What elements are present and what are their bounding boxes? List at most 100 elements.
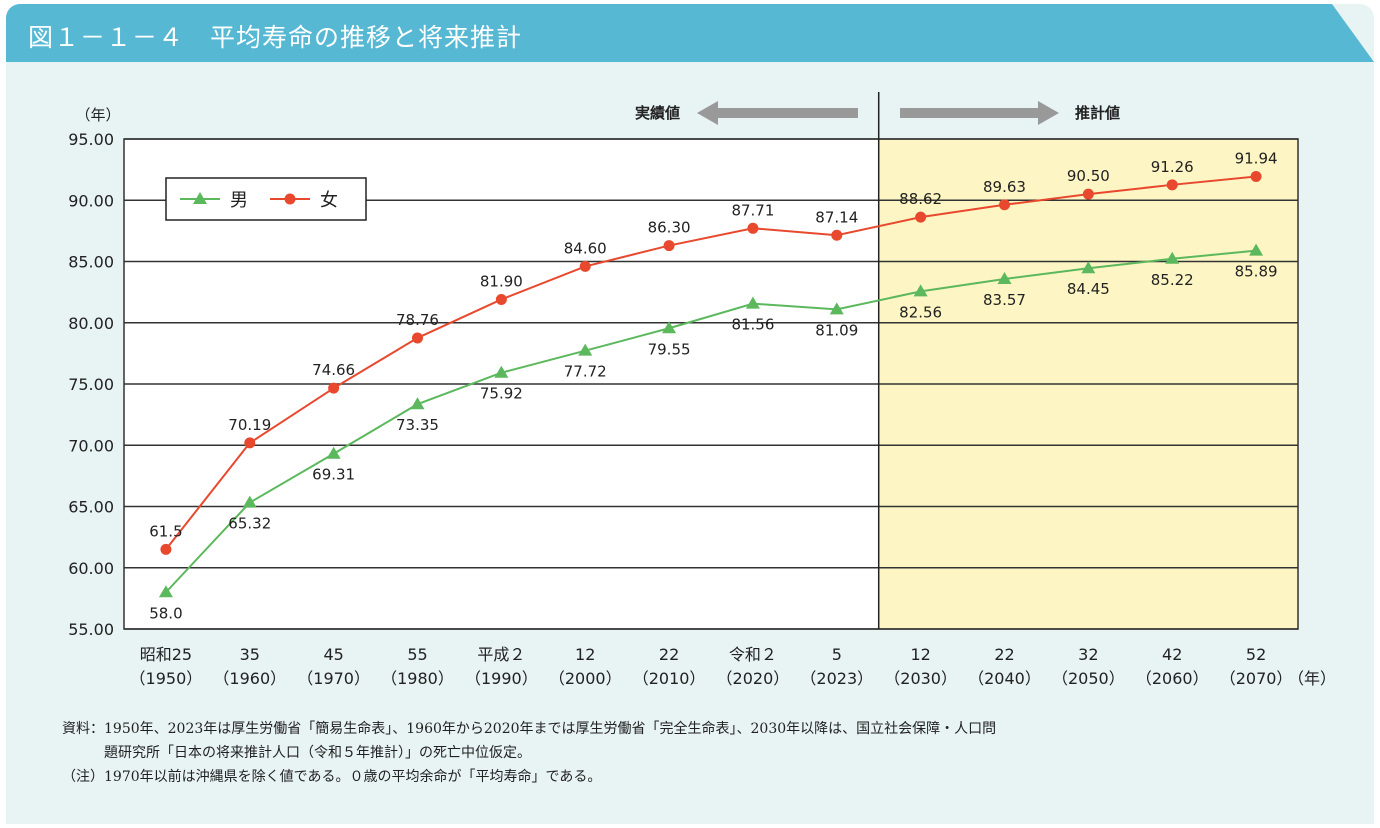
data-point-female xyxy=(1166,179,1178,191)
data-point-female xyxy=(663,240,675,252)
data-label: 89.63 xyxy=(983,178,1026,196)
x-tick-label: 令和２ xyxy=(729,645,777,664)
y-tick-label: 90.00 xyxy=(68,191,114,210)
series-line-男 xyxy=(165,249,1257,593)
data-label: 85.22 xyxy=(1151,271,1194,289)
data-label: 91.26 xyxy=(1151,158,1194,176)
data-label: 82.56 xyxy=(899,303,942,321)
projected-label: 推計値 xyxy=(1075,104,1120,122)
data-label: 90.50 xyxy=(1067,167,1110,185)
data-point-male xyxy=(410,397,425,410)
x-tick-label: 平成２ xyxy=(477,645,525,664)
data-label: 83.57 xyxy=(983,291,1026,309)
data-label: 70.19 xyxy=(228,416,271,434)
data-point-female xyxy=(915,211,927,223)
right-arrow-icon xyxy=(900,101,1059,125)
data-label: 84.60 xyxy=(564,239,607,257)
data-point-female xyxy=(1250,170,1262,182)
legend-triangle-icon xyxy=(193,192,207,204)
x-tick-label: （2010） xyxy=(633,669,706,688)
data-point-female xyxy=(747,222,759,234)
data-label: 91.94 xyxy=(1235,149,1278,167)
y-tick-label: 80.00 xyxy=(68,314,114,333)
plot-border xyxy=(123,138,1299,630)
data-point-male xyxy=(326,446,341,459)
data-point-male xyxy=(1165,251,1180,264)
x-tick-label: （2050） xyxy=(1052,669,1125,688)
data-label: 79.55 xyxy=(648,340,691,358)
x-tick-label: （2070） xyxy=(1220,669,1293,688)
x-tick-label: （2040） xyxy=(968,669,1041,688)
data-label: 74.66 xyxy=(312,361,355,379)
x-tick-label: 55 xyxy=(407,645,427,664)
source-note-1: 資料：1950年、2023年は厚生労働省「簡易生命表」、1960年から2020年… xyxy=(62,721,997,737)
x-tick-label: 22 xyxy=(994,645,1014,664)
data-label: 87.14 xyxy=(815,208,858,226)
data-point-female xyxy=(999,199,1010,211)
title-bar: 図１－１－４ 平均寿命の推移と将来推計 xyxy=(6,4,1374,62)
x-tick-label: （2020） xyxy=(717,669,790,688)
x-tick-label: 52 xyxy=(1246,645,1266,664)
legend-circle-icon xyxy=(284,193,296,205)
y-tick-label: 75.00 xyxy=(68,375,114,394)
data-label: 65.32 xyxy=(228,515,271,533)
y-tick-label: 95.00 xyxy=(68,130,114,149)
x-tick-label: （1990） xyxy=(465,669,538,688)
x-tick-label: 32 xyxy=(1078,645,1098,664)
data-point-female xyxy=(495,293,507,305)
data-point-female xyxy=(412,332,423,344)
data-point-female xyxy=(579,260,591,272)
x-tick-label: 5 xyxy=(832,645,842,664)
legend-label: 男 xyxy=(230,190,248,211)
x-tick-label: 42 xyxy=(1162,645,1182,664)
data-label: 81.90 xyxy=(480,272,523,290)
x-tick-label: （2060） xyxy=(1136,669,1209,688)
data-label: 61.5 xyxy=(149,522,182,540)
data-label: 77.72 xyxy=(564,363,607,381)
data-point-female xyxy=(328,382,340,394)
data-point-male xyxy=(158,585,173,598)
data-point-male xyxy=(1081,261,1096,274)
data-label: 58.0 xyxy=(149,604,182,622)
x-tick-label: 12 xyxy=(575,645,595,664)
x-tick-label: 昭和25 xyxy=(140,645,192,664)
actual-label: 実績値 xyxy=(635,104,680,122)
y-tick-label: 55.00 xyxy=(68,620,114,639)
data-point-female xyxy=(831,229,843,241)
y-tick-label: 65.00 xyxy=(68,498,114,517)
footnote: （注）1970年以前は沖縄県を除く値である。０歳の平均余命が「平均寿命」である。 xyxy=(62,769,602,785)
data-point-female xyxy=(160,543,172,555)
x-tick-label: （1970） xyxy=(297,669,370,688)
data-point-male xyxy=(1249,243,1264,256)
source-note-2: 題研究所「日本の将来推計人口（令和５年推計）」の死亡中位仮定。 xyxy=(62,745,531,761)
x-tick-label: （1980） xyxy=(381,669,454,688)
data-point-male xyxy=(913,284,928,297)
x-tick-label: （1950） xyxy=(130,669,203,688)
x-tick-label: （2030） xyxy=(884,669,957,688)
left-arrow-icon xyxy=(697,101,858,125)
x-tick-label: （1960） xyxy=(213,669,286,688)
series-line-女 xyxy=(165,175,1257,550)
data-point-male xyxy=(745,296,760,309)
data-label: 81.09 xyxy=(815,321,858,339)
data-point-male xyxy=(242,495,257,508)
data-label: 78.76 xyxy=(396,311,439,329)
data-label: 81.56 xyxy=(731,316,774,334)
data-label: 88.62 xyxy=(899,190,942,208)
data-label: 69.31 xyxy=(312,466,355,484)
data-label: 84.45 xyxy=(1067,280,1110,298)
data-point-male xyxy=(494,365,509,378)
chart: 55.00 60.00 65.00 70.00 75.00 80.00 85.00 90.00… xyxy=(68,92,1336,688)
x-tick-label: 22 xyxy=(659,645,679,664)
data-point-male xyxy=(578,343,593,356)
chart-title: 図１－１－４ 平均寿命の推移と将来推計 xyxy=(28,23,523,52)
data-point-female xyxy=(244,437,256,449)
data-label: 87.71 xyxy=(731,201,774,219)
x-axis-unit: （年） xyxy=(1288,669,1336,688)
data-point-male xyxy=(829,302,844,315)
y-tick-label: 60.00 xyxy=(68,559,114,578)
data-point-male xyxy=(997,272,1012,285)
x-tick-label: 45 xyxy=(323,645,343,664)
legend-label: 女 xyxy=(320,190,338,211)
data-point-female xyxy=(1082,188,1094,200)
